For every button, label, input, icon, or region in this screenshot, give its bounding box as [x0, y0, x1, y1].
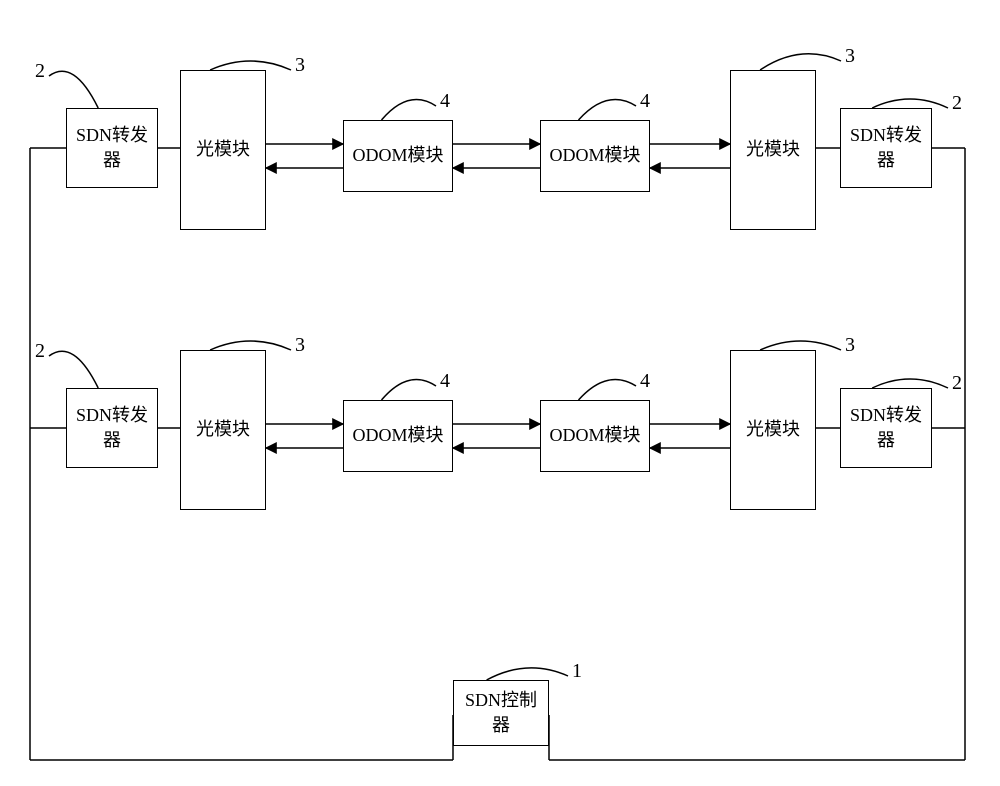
odom-module-l-0-leadnum: 4	[440, 90, 450, 113]
odom-module-l-0: ODOM模块	[343, 120, 453, 192]
odom-module-r-0-leadnum: 4	[640, 90, 650, 113]
sdn-forwarder-l-0: SDN转发器	[66, 108, 158, 188]
sdn-forwarder-r-1: SDN转发器	[840, 388, 932, 468]
sdn-controller: SDN控制器	[453, 680, 549, 746]
odom-module-r-0: ODOM模块	[540, 120, 650, 192]
optical-module-r-1: 光模块	[730, 350, 816, 510]
sdn-forwarder-l-0-leadnum: 2	[35, 60, 45, 83]
sdn-forwarder-r-0-leadnum: 2	[952, 92, 962, 115]
odom-module-l-1-leadnum: 4	[440, 370, 450, 393]
sdn-forwarder-r-1-leadnum: 2	[952, 372, 962, 395]
odom-module-r-1: ODOM模块	[540, 400, 650, 472]
optical-module-l-0-leadnum: 3	[295, 54, 305, 77]
optical-module-l-1: 光模块	[180, 350, 266, 510]
optical-module-r-1-leadnum: 3	[845, 334, 855, 357]
odom-module-r-1-leadnum: 4	[640, 370, 650, 393]
odom-module-l-1: ODOM模块	[343, 400, 453, 472]
optical-module-l-1-leadnum: 3	[295, 334, 305, 357]
sdn-forwarder-r-0: SDN转发器	[840, 108, 932, 188]
optical-module-r-0: 光模块	[730, 70, 816, 230]
sdn-forwarder-l-1: SDN转发器	[66, 388, 158, 468]
optical-module-l-0: 光模块	[180, 70, 266, 230]
sdn-forwarder-l-1-leadnum: 2	[35, 340, 45, 363]
sdn-controller-leadnum: 1	[572, 660, 582, 683]
optical-module-r-0-leadnum: 3	[845, 45, 855, 68]
